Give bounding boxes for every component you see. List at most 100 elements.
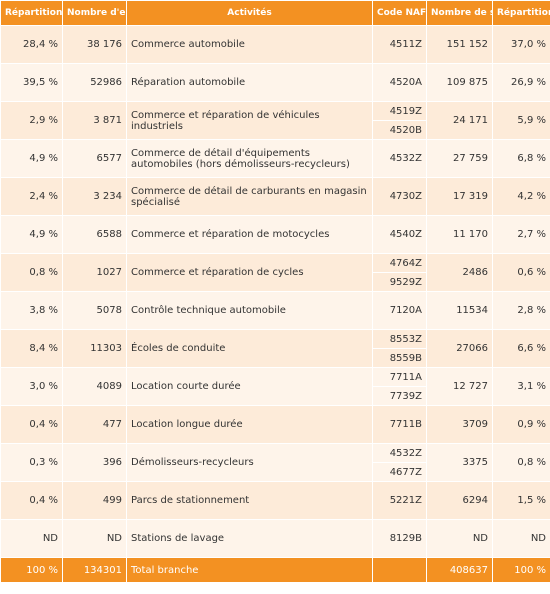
table-subrow: 9529Z — [1, 272, 550, 292]
total-repartition-entreprises: 100 % — [0, 557, 63, 583]
activite-cell: Location courte durée — [126, 367, 373, 406]
table-row: 4,9 % 6588 Commerce et réparation de motoc… — [0, 215, 550, 254]
nombre-entreprises-cell: 6588 — [62, 215, 127, 254]
repartition-salaries-cell: 3,1 % — [492, 367, 550, 406]
total-nombre-salaries: 408637 — [426, 557, 493, 583]
table-row: 3,8 % 5078 Contrôle technique automobile 71… — [0, 291, 550, 330]
table-row: 8,4 % 11303 Écoles de conduite 8553Z 27066 6,… — [0, 329, 550, 368]
header-row: Répartition Nombre d'entreprises Activit… — [0, 0, 550, 26]
table-row: 0,8 % 1027 Commerce et réparation de cycle… — [0, 253, 550, 292]
repartition-salaries-cell: 0,8 % — [492, 443, 550, 482]
repartition-entreprises-cell: 4,9 % — [0, 215, 63, 254]
nombre-entreprises-cell: 1027 — [62, 253, 127, 292]
code-naf-cell: 4520A — [372, 63, 427, 102]
nombre-salaries-cell: 27 759 — [426, 139, 493, 178]
activite-cell: Stations de lavage — [126, 519, 373, 558]
nombre-salaries-cell: 151 152 — [426, 25, 493, 64]
activite-cell: Commerce de détail de carburants en maga… — [126, 177, 373, 216]
repartition-entreprises-cell: 2,9 % — [0, 101, 63, 140]
repartition-entreprises-cell: 8,4 % — [0, 329, 63, 368]
code-naf-cell: 7739Z — [372, 386, 427, 406]
table-row: 2,4 % 3 234 Commerce de détail de carburan… — [0, 177, 550, 216]
repartition-salaries-cell: ND — [492, 519, 550, 558]
nombre-salaries-cell: 11534 — [426, 291, 493, 330]
table-row: 3,0 % 4089 Location courte durée 7711A 12 72… — [0, 367, 550, 406]
activite-cell: Contrôle technique automobile — [126, 291, 373, 330]
repartition-entreprises-cell: 39,5 % — [0, 63, 63, 102]
nombre-salaries-cell: 17 319 — [426, 177, 493, 216]
repartition-entreprises-cell: 4,9 % — [0, 139, 63, 178]
repartition-salaries-cell: 2,8 % — [492, 291, 550, 330]
total-label: Total branche — [126, 557, 373, 583]
activite-cell: Écoles de conduite — [126, 329, 373, 368]
nombre-entreprises-cell: 3 234 — [62, 177, 127, 216]
nombre-entreprises-cell: 11303 — [62, 329, 127, 368]
repartition-salaries-cell: 6,8 % — [492, 139, 550, 178]
nombre-entreprises-cell: 499 — [62, 481, 127, 520]
code-naf-cell: 4520B — [372, 120, 427, 140]
repartition-entreprises-cell: 0,3 % — [0, 443, 63, 482]
repartition-salaries-cell: 2,7 % — [492, 215, 550, 254]
nombre-salaries-cell: 24 171 — [426, 101, 493, 140]
repartition-salaries-cell: 0,9 % — [492, 405, 550, 444]
code-naf-cell: 8553Z — [372, 329, 427, 349]
activite-cell: Commerce de détail d'équipements automob… — [126, 139, 373, 178]
nombre-salaries-cell: ND — [426, 519, 493, 558]
repartition-entreprises-cell: 2,4 % — [0, 177, 63, 216]
total-repartition-salaries: 100 % — [492, 557, 550, 583]
code-naf-cell: 8559B — [372, 348, 427, 368]
nombre-salaries-cell: 2486 — [426, 253, 493, 292]
repartition-salaries-cell: 0,6 % — [492, 253, 550, 292]
table-subrow: 4520B — [1, 120, 550, 140]
repartition-entreprises-cell: ND — [0, 519, 63, 558]
nombre-salaries-cell: 11 170 — [426, 215, 493, 254]
repartition-entreprises-cell: 3,8 % — [0, 291, 63, 330]
header-nombre-salaries: Nombre de salariés — [426, 0, 493, 26]
activite-cell: Démolisseurs-recycleurs — [126, 443, 373, 482]
code-naf-cell: 8129B — [372, 519, 427, 558]
table-row: 0,3 % 396 Démolisseurs-recycleurs 4532Z 3375… — [0, 443, 550, 482]
code-naf-cell: 4677Z — [372, 462, 427, 482]
nombre-salaries-cell: 6294 — [426, 481, 493, 520]
header-repartition-salaries: Répartition — [492, 0, 550, 26]
code-naf-cell: 4532Z — [372, 443, 427, 463]
repartition-salaries-cell: 37,0 % — [492, 25, 550, 64]
header-activites: Activités — [126, 0, 373, 26]
code-naf-cell: 4532Z — [372, 139, 427, 178]
code-naf-cell: 7711B — [372, 405, 427, 444]
table-row: 0,4 % 499 Parcs de stationnement 5221Z 6294 1… — [0, 481, 550, 520]
activite-cell: Location longue durée — [126, 405, 373, 444]
code-naf-cell: 4764Z — [372, 253, 427, 273]
nombre-salaries-cell: 27066 — [426, 329, 493, 368]
nombre-salaries-cell: 109 875 — [426, 63, 493, 102]
repartition-salaries-cell: 6,6 % — [492, 329, 550, 368]
activite-cell: Commerce et réparation de cycles — [126, 253, 373, 292]
nombre-entreprises-cell: 3 871 — [62, 101, 127, 140]
code-naf-cell: 4519Z — [372, 101, 427, 121]
table-row: 39,5 % 52986 Réparation automobile 4520A 109… — [0, 63, 550, 102]
nombre-salaries-cell: 3709 — [426, 405, 493, 444]
table-row: ND ND Stations de lavage 8129B ND ND — [0, 519, 550, 558]
nombre-entreprises-cell: 38 176 — [62, 25, 127, 64]
table-row: 0,4 % 477 Location longue durée 7711B 3709 0,… — [0, 405, 550, 444]
code-naf-cell: 7120A — [372, 291, 427, 330]
nombre-salaries-cell: 3375 — [426, 443, 493, 482]
repartition-entreprises-cell: 3,0 % — [0, 367, 63, 406]
table-subrow: 4677Z — [1, 462, 550, 482]
code-naf-cell: 4730Z — [372, 177, 427, 216]
code-naf-cell: 9529Z — [372, 272, 427, 292]
header-nombre-entreprises: Nombre d'entreprises — [62, 0, 127, 26]
nombre-entreprises-cell: ND — [62, 519, 127, 558]
activite-cell: Commerce et réparation de véhicules indu… — [126, 101, 373, 140]
nombre-entreprises-cell: 396 — [62, 443, 127, 482]
total-nombre-entreprises: 134301 — [62, 557, 127, 583]
activite-cell: Parcs de stationnement — [126, 481, 373, 520]
repartition-entreprises-cell: 0,4 % — [0, 481, 63, 520]
activite-cell: Commerce automobile — [126, 25, 373, 64]
table-row: 28,4 % 38 176 Commerce automobile 4511Z 151 … — [0, 25, 550, 64]
nombre-entreprises-cell: 4089 — [62, 367, 127, 406]
repartition-salaries-cell: 5,9 % — [492, 101, 550, 140]
repartition-entreprises-cell: 0,8 % — [0, 253, 63, 292]
table-row: 4,9 % 6577 Commerce de détail d'équipement… — [0, 139, 550, 178]
